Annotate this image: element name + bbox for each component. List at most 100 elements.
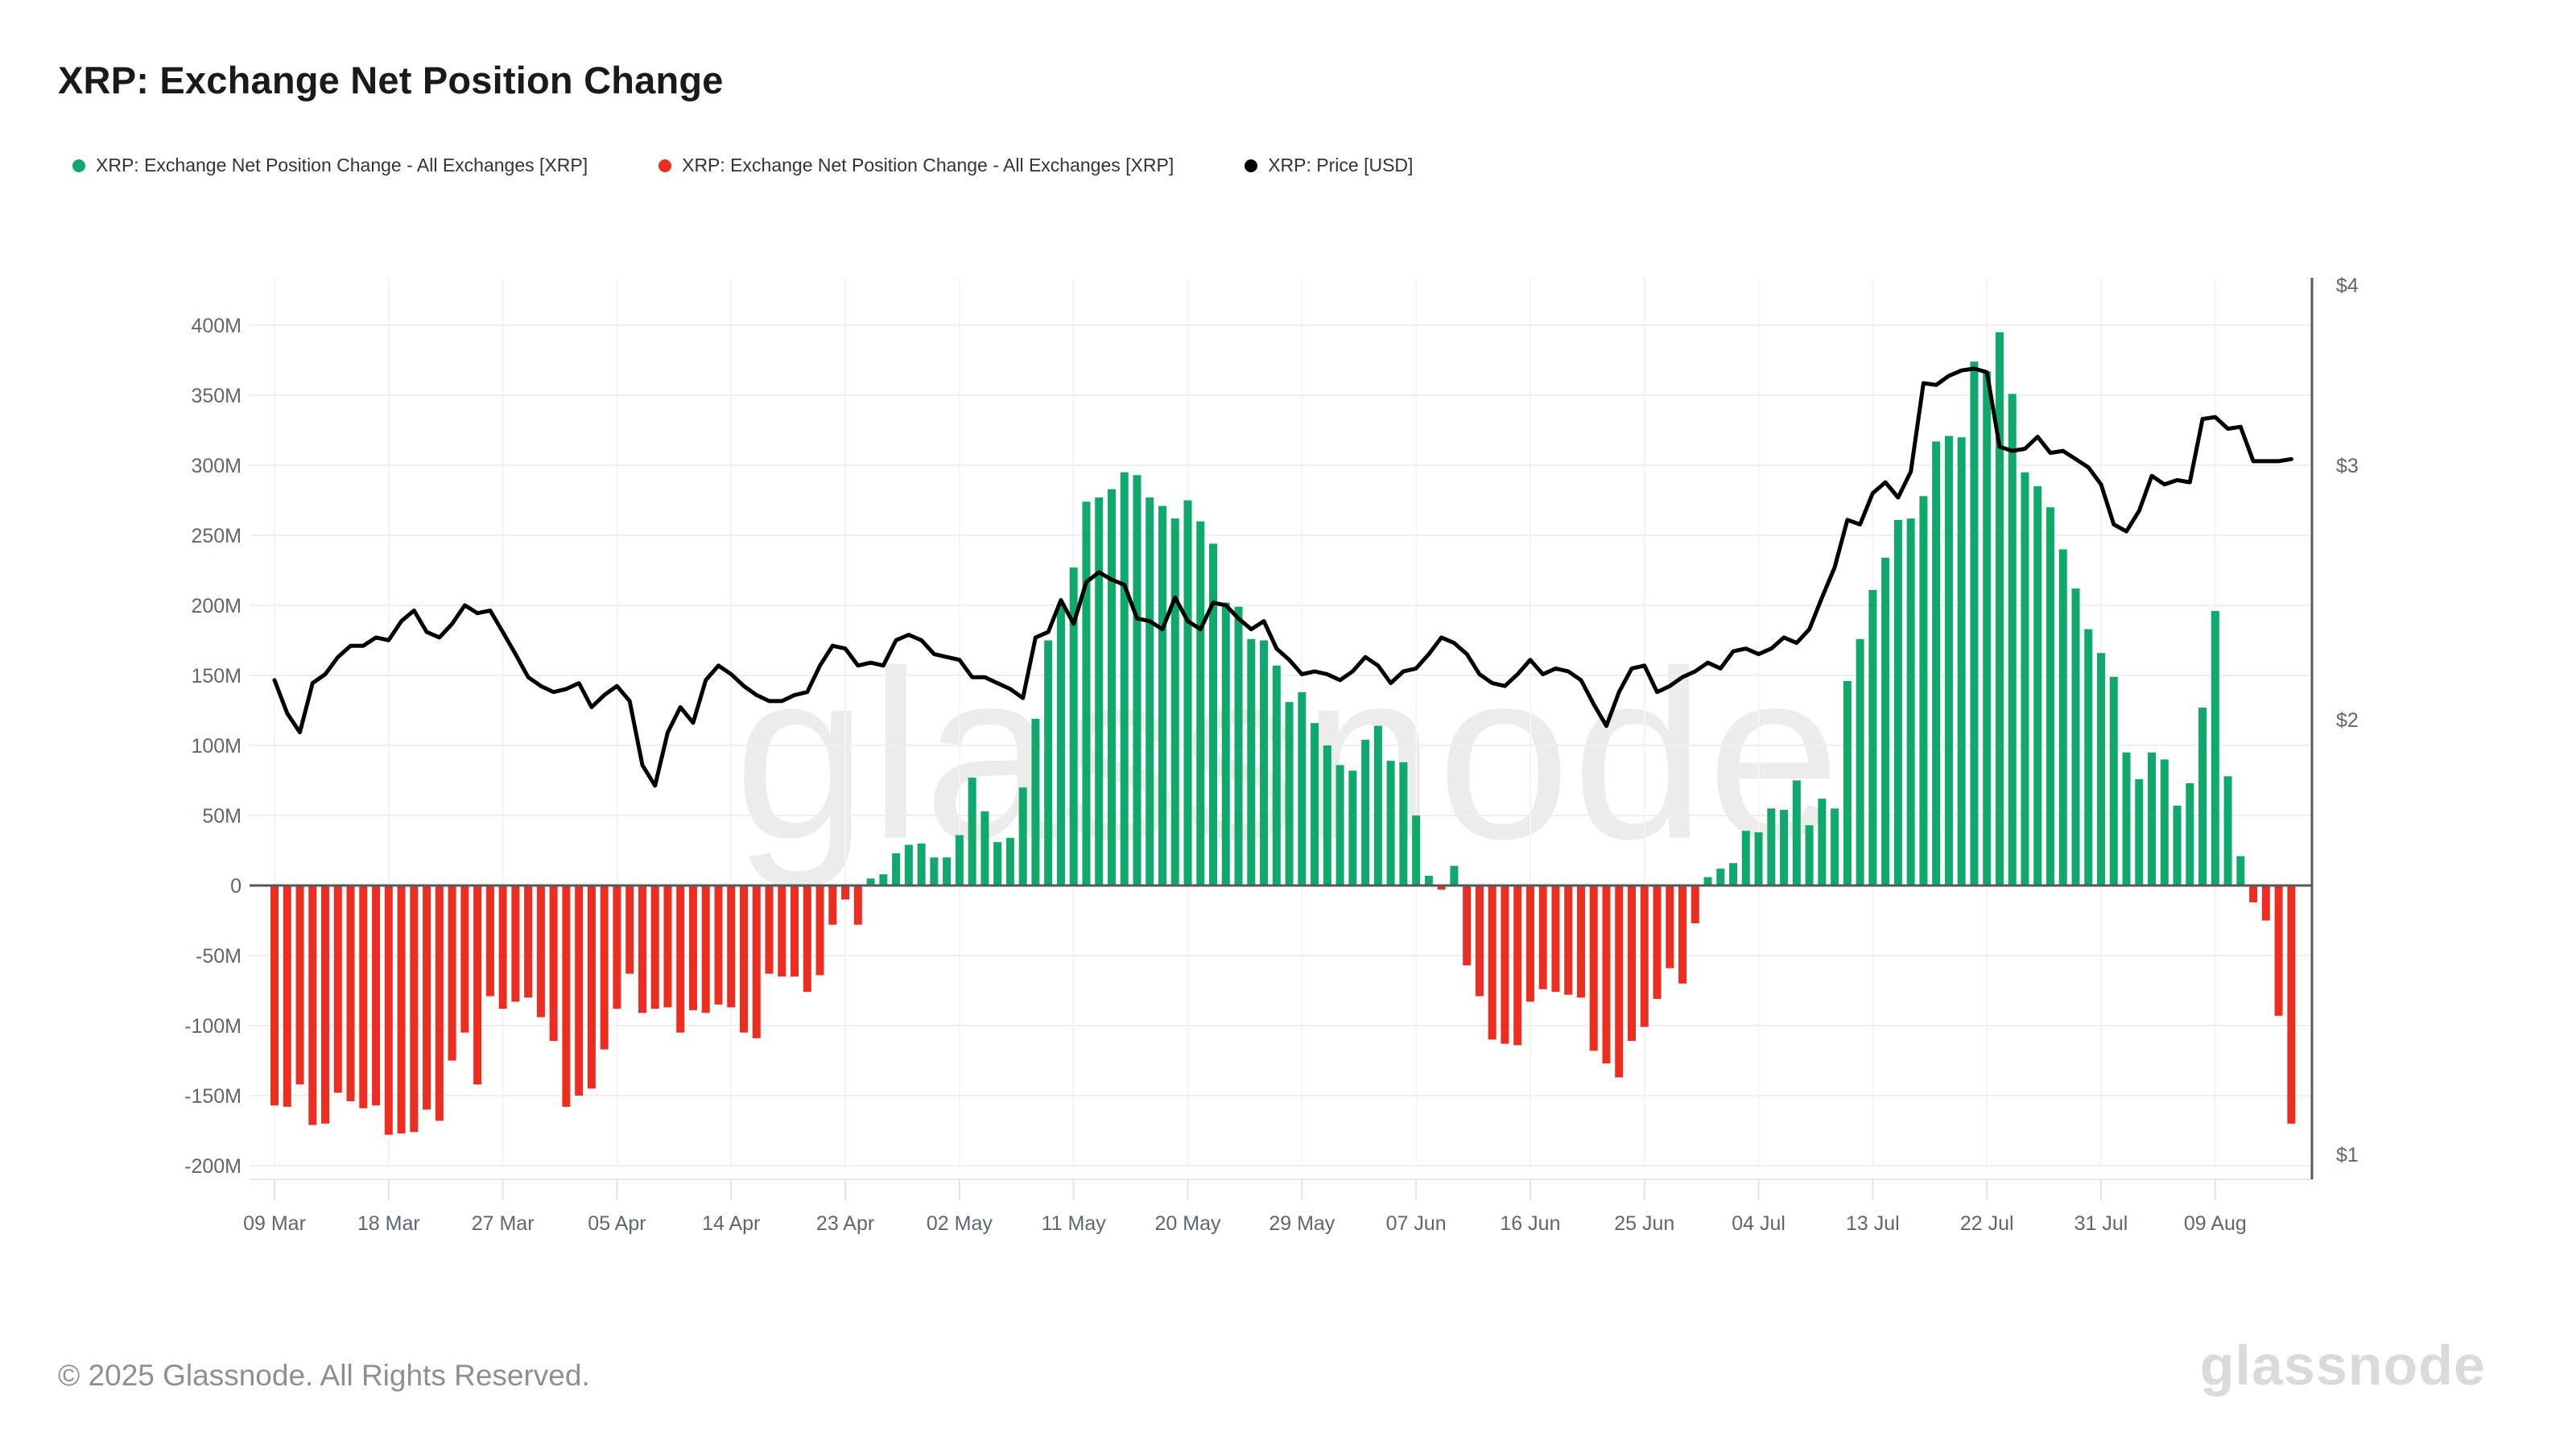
net-position-bar[interactable] xyxy=(1221,602,1230,886)
net-position-bar[interactable] xyxy=(752,886,761,1038)
net-position-bar[interactable] xyxy=(1437,886,1446,890)
net-position-bar[interactable] xyxy=(740,886,749,1033)
net-position-bar[interactable] xyxy=(346,886,355,1101)
net-position-bar[interactable] xyxy=(1640,886,1649,1027)
net-position-bar[interactable] xyxy=(1602,886,1611,1063)
net-position-bar[interactable] xyxy=(1311,723,1319,886)
net-position-bar[interactable] xyxy=(676,886,685,1033)
net-position-bar[interactable] xyxy=(1564,886,1573,995)
net-position-bar[interactable] xyxy=(1247,638,1256,886)
net-position-bar[interactable] xyxy=(524,886,533,998)
net-position-bar[interactable] xyxy=(410,886,419,1133)
net-position-bar[interactable] xyxy=(372,886,381,1106)
net-position-bar[interactable] xyxy=(1767,808,1776,886)
net-position-bar[interactable] xyxy=(423,886,431,1110)
net-position-bar[interactable] xyxy=(1323,745,1331,886)
net-position-bar[interactable] xyxy=(1893,519,1902,886)
net-position-bar[interactable] xyxy=(1703,877,1712,886)
net-position-bar[interactable] xyxy=(1386,761,1395,886)
net-position-bar[interactable] xyxy=(638,886,646,1013)
net-position-bar[interactable] xyxy=(866,878,875,886)
net-position-bar[interactable] xyxy=(1107,489,1116,886)
net-position-bar[interactable] xyxy=(1158,506,1166,886)
net-position-bar[interactable] xyxy=(1044,640,1053,886)
net-position-bar[interactable] xyxy=(321,886,330,1124)
legend-item[interactable]: XRP: Price [USD] xyxy=(1245,155,1413,176)
net-position-bar[interactable] xyxy=(2186,783,2194,886)
net-position-bar[interactable] xyxy=(943,857,952,886)
net-position-bar[interactable] xyxy=(1031,718,1040,886)
chart-plot-area[interactable] xyxy=(250,278,2312,1166)
net-position-bar[interactable] xyxy=(1615,886,1624,1078)
net-position-bar[interactable] xyxy=(663,886,672,1008)
net-position-bar[interactable] xyxy=(549,886,558,1042)
net-position-bar[interactable] xyxy=(1285,702,1294,886)
net-position-bar[interactable] xyxy=(2058,549,2067,886)
net-position-bar[interactable] xyxy=(917,843,926,886)
net-position-bar[interactable] xyxy=(575,886,584,1096)
net-position-bar[interactable] xyxy=(333,886,342,1093)
legend-item[interactable]: XRP: Exchange Net Position Change - All … xyxy=(658,155,1174,176)
net-position-bar[interactable] xyxy=(1856,638,1864,886)
net-position-bar[interactable] xyxy=(2236,856,2245,886)
net-position-bar[interactable] xyxy=(2046,507,2054,886)
net-position-bar[interactable] xyxy=(2008,394,2017,886)
net-position-bar[interactable] xyxy=(714,886,723,1005)
net-position-bar[interactable] xyxy=(1995,332,2004,886)
net-position-bar[interactable] xyxy=(688,886,697,1010)
net-position-bar[interactable] xyxy=(1069,568,1078,886)
net-position-bar[interactable] xyxy=(879,874,888,886)
net-position-bar[interactable] xyxy=(993,842,1002,886)
legend-item[interactable]: XRP: Exchange Net Position Change - All … xyxy=(72,155,588,176)
net-position-bar[interactable] xyxy=(283,886,291,1107)
net-position-bar[interactable] xyxy=(1260,640,1269,886)
net-position-bar[interactable] xyxy=(1957,437,1966,886)
net-position-bar[interactable] xyxy=(1475,886,1484,997)
net-position-bar[interactable] xyxy=(1792,780,1801,886)
net-position-bar[interactable] xyxy=(1589,886,1598,1051)
net-position-bar[interactable] xyxy=(1082,502,1091,886)
net-position-bar[interactable] xyxy=(1525,886,1534,1002)
net-position-bar[interactable] xyxy=(2135,778,2144,886)
net-position-bar[interactable] xyxy=(1361,740,1370,886)
net-position-bar[interactable] xyxy=(1209,543,1218,886)
net-position-bar[interactable] xyxy=(2071,588,2080,886)
net-position-bar[interactable] xyxy=(359,886,368,1108)
net-position-bar[interactable] xyxy=(1463,886,1472,966)
net-position-bar[interactable] xyxy=(1678,886,1687,984)
net-position-bar[interactable] xyxy=(1056,604,1065,886)
net-position-bar[interactable] xyxy=(562,886,571,1107)
net-position-bar[interactable] xyxy=(1501,886,1509,1044)
net-position-bar[interactable] xyxy=(1780,810,1789,886)
net-position-bar[interactable] xyxy=(1399,762,1408,886)
net-position-bar[interactable] xyxy=(1424,875,1433,886)
net-position-bar[interactable] xyxy=(1983,371,1992,886)
net-position-bar[interactable] xyxy=(1906,518,1915,886)
net-position-bar[interactable] xyxy=(1932,441,1941,886)
net-position-bar[interactable] xyxy=(2097,653,2106,886)
net-position-bar[interactable] xyxy=(460,886,469,1033)
net-position-bar[interactable] xyxy=(1690,886,1699,923)
net-position-bar[interactable] xyxy=(1666,886,1674,968)
net-position-bar[interactable] xyxy=(2223,776,2232,886)
net-position-bar[interactable] xyxy=(1018,787,1027,886)
net-position-bar[interactable] xyxy=(498,886,507,1009)
net-position-bar[interactable] xyxy=(2249,886,2258,902)
net-position-bar[interactable] xyxy=(2173,805,2182,886)
net-position-bar[interactable] xyxy=(1196,521,1205,886)
net-position-bar[interactable] xyxy=(2160,759,2169,886)
net-position-bar[interactable] xyxy=(1120,472,1129,886)
net-position-bar[interactable] xyxy=(2109,676,2118,886)
net-position-bar[interactable] xyxy=(1741,831,1750,886)
net-position-bar[interactable] xyxy=(1831,808,1839,886)
net-position-bar[interactable] xyxy=(815,886,824,976)
net-position-bar[interactable] xyxy=(1818,799,1827,886)
net-position-bar[interactable] xyxy=(1146,497,1154,886)
net-position-bar[interactable] xyxy=(955,835,964,886)
net-position-bar[interactable] xyxy=(778,886,786,977)
net-position-bar[interactable] xyxy=(1551,886,1560,993)
net-position-bar[interactable] xyxy=(613,886,621,1009)
net-position-bar[interactable] xyxy=(650,886,659,1009)
net-position-bar[interactable] xyxy=(1805,825,1814,886)
net-position-bar[interactable] xyxy=(968,778,976,886)
